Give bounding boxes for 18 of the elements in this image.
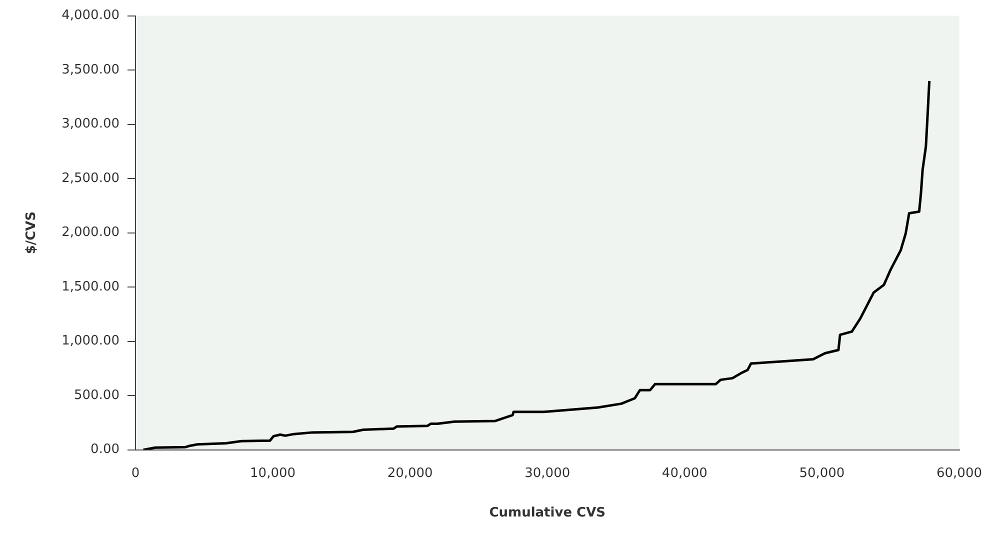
x-axis-title: Cumulative CVS xyxy=(489,506,606,521)
y-tick-label: 1,500.00 xyxy=(62,279,120,294)
y-tick-label: 2,000.00 xyxy=(62,225,120,240)
y-tick-label: 500.00 xyxy=(74,388,120,403)
y-axis-title: $/CVS xyxy=(24,211,40,254)
x-tick-label: 40,000 xyxy=(662,466,708,481)
y-tick-label: 2,500.00 xyxy=(62,170,120,186)
y-tick-label: 3,000.00 xyxy=(62,116,120,132)
x-tick-label: 0 xyxy=(131,466,140,481)
x-tick-label: 20,000 xyxy=(387,466,433,481)
y-tick-label: 4,000.00 xyxy=(62,8,120,24)
x-tick-label: 10,000 xyxy=(250,466,296,481)
y-tick-label: 3,500.00 xyxy=(62,62,120,78)
y-tick-label: 0.00 xyxy=(90,442,120,458)
y-tick-label: 1,000.00 xyxy=(62,334,120,349)
x-tick-label: 30,000 xyxy=(524,466,570,481)
x-tick-label: 50,000 xyxy=(799,466,845,481)
x-tick-label: 60,000 xyxy=(936,466,982,481)
